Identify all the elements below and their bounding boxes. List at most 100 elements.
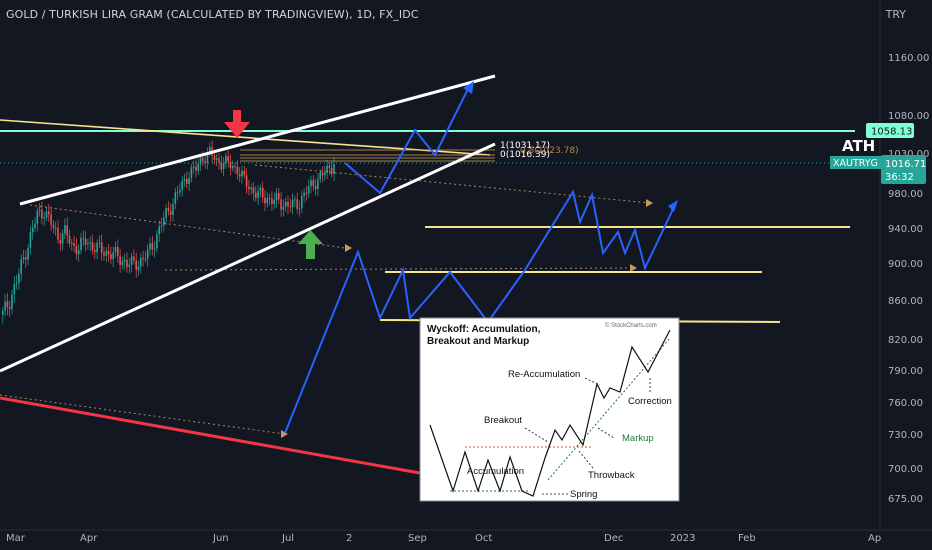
candle-body — [192, 166, 195, 168]
candle-body — [128, 264, 131, 267]
fib-label-mid: 0.5(1023.78) — [520, 146, 579, 156]
candle-body — [91, 242, 94, 251]
candle-body — [103, 252, 105, 256]
candle-body — [282, 206, 285, 210]
candle-body — [181, 180, 183, 191]
candle-body — [225, 156, 227, 164]
candle-body — [64, 225, 66, 234]
candle-body — [250, 187, 252, 190]
candle-body — [87, 243, 89, 245]
candle-body — [328, 165, 331, 168]
inset-title-1: Wyckoff: Accumulation, — [427, 324, 541, 335]
candle-body — [73, 243, 75, 246]
candle-body — [273, 200, 275, 205]
time-tick-label: Ap — [868, 533, 881, 544]
candle-body — [176, 192, 179, 194]
price-tick-label: 1080.00 — [888, 111, 929, 122]
current-price-label: 1016.71 — [885, 159, 926, 170]
candle-body — [54, 227, 57, 229]
projection-arrowheads — [463, 81, 678, 212]
candle-body — [241, 170, 243, 177]
channel-lower-line[interactable] — [0, 142, 496, 373]
candle-body — [232, 166, 234, 169]
candle-body — [158, 226, 160, 235]
candle-body — [153, 248, 156, 250]
candle-body — [236, 166, 239, 175]
candle-body — [238, 174, 241, 177]
price-axis[interactable]: 1160.00 1080.00 1030.00 980.00 940.00 900.00 8… — [888, 53, 929, 505]
candle-body — [119, 256, 121, 265]
candle-body — [84, 238, 87, 245]
candle-body — [22, 257, 25, 260]
candle-body — [156, 234, 158, 249]
candle-body — [248, 186, 250, 190]
candle-body — [144, 258, 147, 260]
candle-body — [234, 166, 236, 168]
candle-body — [190, 167, 193, 178]
candle-body — [284, 201, 287, 207]
candle-body — [310, 180, 312, 187]
candle-body — [204, 161, 206, 163]
candle-body — [206, 152, 209, 163]
chart-title: GOLD / TURKISH LIRA GRAM (CALCULATED BY … — [6, 8, 419, 21]
candle-body — [89, 242, 91, 244]
candle-body — [259, 187, 262, 192]
candle-body — [268, 198, 271, 200]
candle-body — [202, 157, 204, 162]
candle-body — [314, 185, 317, 190]
inset-label-markup: Markup — [622, 433, 654, 444]
candle-body — [77, 250, 80, 255]
time-tick-label: 2023 — [670, 533, 695, 544]
candle-body — [227, 156, 229, 162]
candle-body — [218, 158, 220, 163]
candle-body — [169, 211, 172, 215]
fib-levels — [240, 149, 495, 162]
candle-body — [20, 259, 22, 274]
candle-body — [317, 179, 319, 190]
candle-body — [183, 178, 186, 181]
candle-body — [112, 252, 114, 260]
price-tick-label: 700.00 — [888, 464, 923, 475]
candle-body — [271, 198, 273, 205]
time-axis[interactable]: Mar Apr Jun Jul 2 Sep Oct Dec 2023 Feb Ap — [6, 533, 881, 544]
candle-body — [197, 163, 200, 171]
channel-upper-line[interactable] — [19, 74, 496, 206]
candle-body — [307, 186, 310, 194]
down-arrow-icon — [224, 110, 250, 138]
candle-body — [312, 180, 315, 186]
candle-body — [321, 172, 324, 176]
candle-body — [123, 260, 126, 262]
candle-body — [255, 193, 257, 198]
candle-body — [82, 237, 85, 239]
candle-body — [294, 199, 296, 201]
price-tick-label: 1030.00 — [888, 149, 929, 160]
fib-label-0: 0(1016.39) — [500, 150, 550, 160]
price-tick-label: 790.00 — [888, 366, 923, 377]
inset-label-reaccumulation: Re-Accumulation — [508, 369, 580, 380]
resistance-trendline[interactable] — [0, 119, 491, 156]
candle-body — [278, 192, 280, 200]
projection-arrow-2 — [668, 200, 678, 212]
candle-body — [303, 192, 305, 197]
candle-body — [163, 217, 165, 226]
projection-arrow-1 — [463, 81, 474, 94]
time-tick-label: Apr — [80, 533, 98, 544]
candle-body — [48, 211, 50, 215]
candle-body — [36, 210, 39, 224]
candle-body — [266, 198, 269, 204]
candle-body — [222, 163, 225, 170]
candle-body — [75, 245, 78, 255]
projection-paths — [284, 84, 676, 434]
candle-body — [195, 166, 197, 171]
candle-body — [57, 228, 59, 240]
candle-body — [43, 217, 45, 219]
time-tick-label: Mar — [6, 533, 26, 544]
fib-label-1: 1(1031.17) — [500, 141, 550, 151]
candle-body — [257, 191, 259, 198]
price-tick-label: 900.00 — [888, 259, 923, 270]
candle-body — [15, 283, 18, 285]
candle-body — [186, 178, 188, 184]
candle-body — [167, 208, 170, 212]
candle-body — [4, 301, 6, 311]
